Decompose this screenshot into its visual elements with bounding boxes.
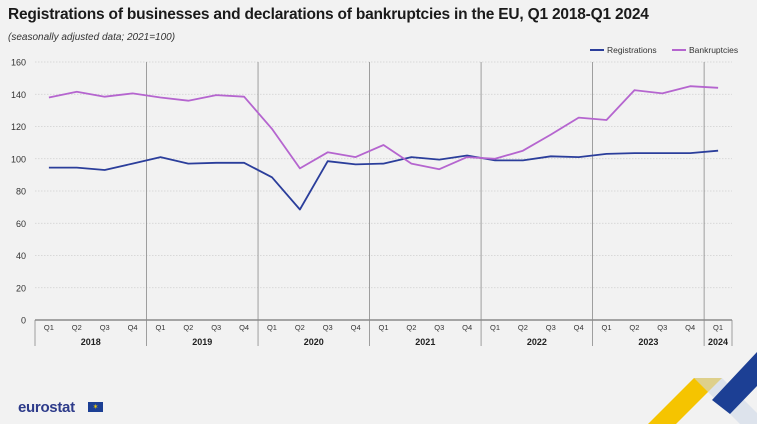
- x-tick-label: Q2: [629, 323, 639, 332]
- x-tick-label: Q1: [44, 323, 54, 332]
- x-tick-label: Q3: [434, 323, 444, 332]
- chart-subtitle: (seasonally adjusted data; 2021=100): [8, 32, 176, 43]
- x-tick-label: Q3: [546, 323, 556, 332]
- year-label: 2021: [415, 337, 435, 347]
- year-label: 2024: [708, 337, 728, 347]
- decorative-swoosh-blue: [712, 352, 757, 414]
- decorative-swoosh-yellow: [648, 378, 722, 424]
- chart-title: Registrations of businesses and declarat…: [8, 6, 649, 23]
- x-tick-label: Q3: [323, 323, 333, 332]
- x-tick-label: Q3: [657, 323, 667, 332]
- x-tick-label: Q1: [267, 323, 277, 332]
- x-tick-label: Q2: [406, 323, 416, 332]
- series-line-registrations: [48, 149, 719, 211]
- x-tick-label: Q1: [713, 323, 723, 332]
- y-tick-label: 120: [11, 122, 26, 132]
- x-tick-label: Q1: [378, 323, 388, 332]
- eu-flag-icon: ✶: [88, 402, 103, 412]
- x-tick-label: Q2: [72, 323, 82, 332]
- x-tick-label: Q4: [462, 323, 472, 332]
- y-tick-label: 160: [11, 58, 26, 68]
- x-tick-label: Q3: [211, 323, 221, 332]
- series-line-bankruptcies: [48, 85, 719, 171]
- x-tick-label: Q4: [574, 323, 584, 332]
- x-tick-label: Q4: [239, 323, 249, 332]
- y-tick-label: 60: [16, 219, 26, 229]
- x-tick-label: Q4: [685, 323, 695, 332]
- y-tick-label: 40: [16, 251, 26, 261]
- x-tick-label: Q2: [183, 323, 193, 332]
- x-tick-label: Q1: [490, 323, 500, 332]
- year-label: 2020: [304, 337, 324, 347]
- x-tick-label: Q4: [351, 323, 361, 332]
- x-tick-label: Q2: [518, 323, 528, 332]
- x-tick-label: Q1: [155, 323, 165, 332]
- y-tick-label: 100: [11, 154, 26, 164]
- year-label: 2018: [81, 337, 101, 347]
- y-tick-label: 80: [16, 187, 26, 197]
- x-tick-label: Q4: [128, 323, 138, 332]
- x-tick-label: Q2: [295, 323, 305, 332]
- x-tick-label: Q3: [100, 323, 110, 332]
- y-tick-label: 20: [16, 283, 26, 293]
- y-tick-label: 140: [11, 90, 26, 100]
- eurostat-logo: eurostat: [18, 399, 75, 416]
- year-label: 2019: [192, 337, 212, 347]
- year-label: 2023: [638, 337, 658, 347]
- legend-label: Registrations: [607, 45, 657, 55]
- legend-label: Bankruptcies: [689, 45, 738, 55]
- y-tick-label: 0: [21, 316, 26, 326]
- x-tick-label: Q1: [602, 323, 612, 332]
- year-label: 2022: [527, 337, 547, 347]
